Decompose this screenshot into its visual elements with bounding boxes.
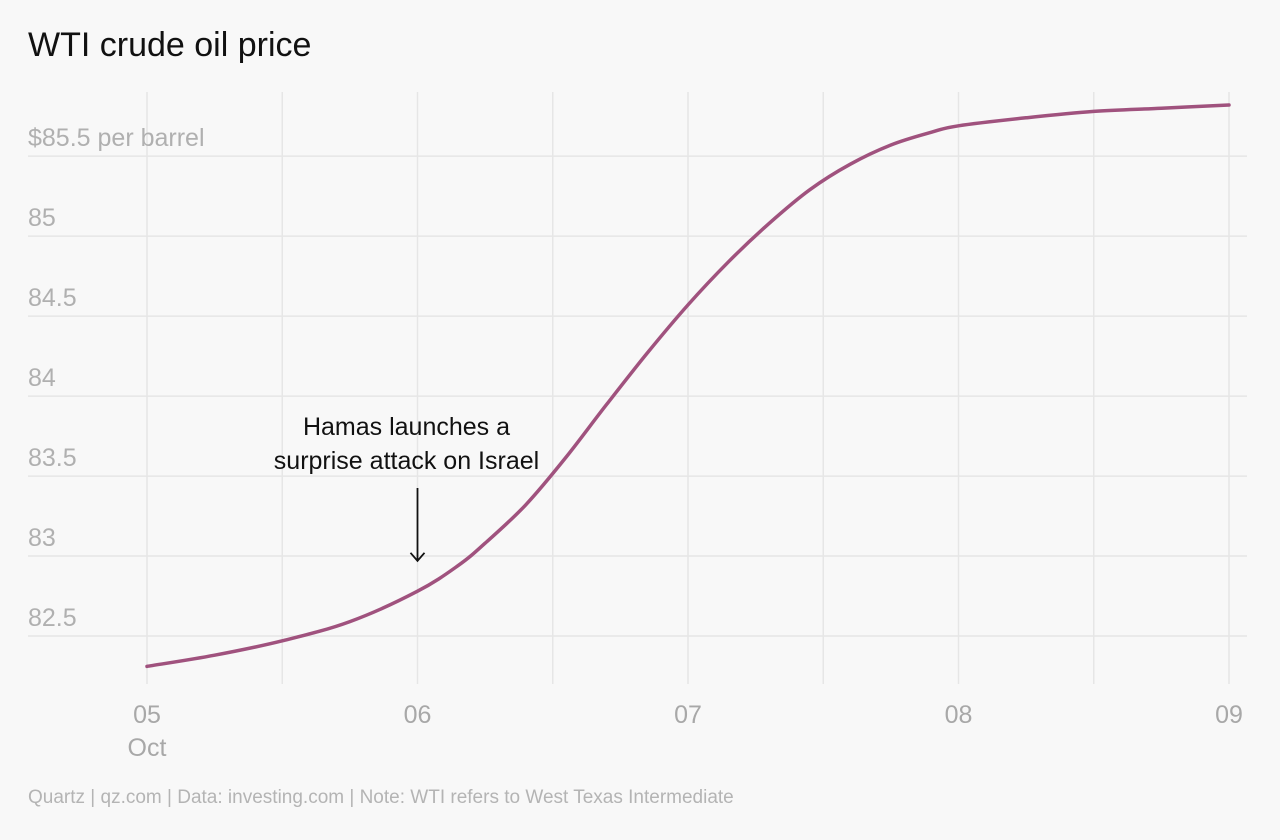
source-footer: Quartz | qz.com | Data: investing.com | …: [28, 787, 734, 808]
y-tick-label: 84.5: [28, 284, 77, 312]
series-line: [145, 103, 1231, 669]
series-layer: [145, 103, 1231, 669]
x-gridlines: [146, 92, 1230, 684]
y-tick-label: 83: [28, 524, 56, 552]
chart-title: WTI crude oil price: [28, 26, 312, 64]
x-tick-label: 09: [1215, 701, 1243, 729]
annotation-arrowhead: [409, 552, 426, 563]
y-gridlines: [28, 155, 1247, 637]
annotation-text: Hamas launches a: [303, 413, 510, 441]
x-tick-label: 06: [404, 701, 432, 729]
y-tick-label: 82.5: [28, 604, 77, 632]
x-tick-sublabel: Oct: [128, 734, 167, 762]
y-tick-label: 83.5: [28, 444, 77, 472]
x-axis-labels: 05 Oct 06 07 08 09: [128, 701, 1243, 762]
x-tick-label: 08: [945, 701, 973, 729]
annotation: Hamas launches a surprise attack on Israe…: [274, 413, 539, 563]
x-tick-label: 07: [674, 701, 702, 729]
annotation-text: surprise attack on Israel: [274, 447, 539, 475]
y-tick-label: $85.5 per barrel: [28, 124, 205, 152]
y-axis-labels: $85.5 per barrel 85 84.5 84 83.5 83 82.5: [28, 124, 205, 632]
y-tick-label: 85: [28, 204, 56, 232]
x-tick-label: 05: [133, 701, 161, 729]
y-tick-label: 84: [28, 364, 56, 392]
